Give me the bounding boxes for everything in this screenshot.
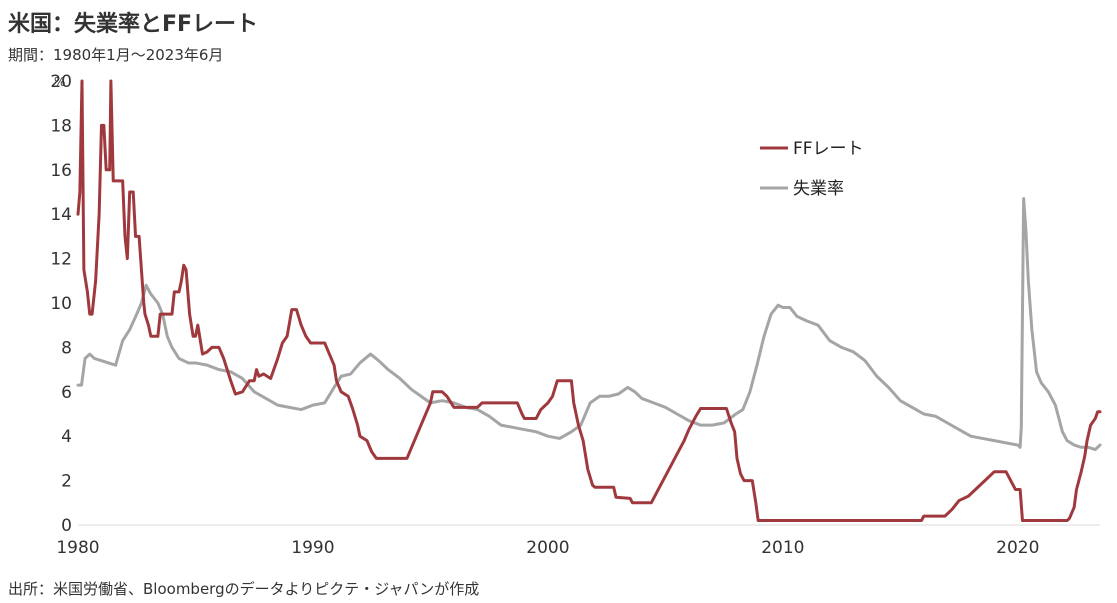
ff-rate-line: [76, 79, 1102, 523]
y-tick-label: 16: [50, 161, 72, 181]
x-axis: 1980 1990 2000 2010 2020: [56, 524, 1100, 558]
x-tick-label: 1980: [56, 538, 99, 558]
x-tick-label: 1990: [291, 538, 334, 558]
y-tick-label: 18: [50, 116, 72, 136]
y-tick-label: 14: [50, 205, 72, 225]
series-lines: [76, 79, 1102, 523]
legend-unemployment-label: 失業率: [793, 179, 844, 199]
y-tick-label: 10: [50, 294, 72, 314]
x-tick-label: 2020: [996, 538, 1039, 558]
chart-subtitle: 期間：1980年1月～2023年6月: [8, 46, 224, 64]
y-axis: 0 2 4 6 8 10 12 14 16 18 20%: [50, 72, 72, 536]
y-tick-label: 12: [50, 250, 72, 270]
source-note: 出所：米国労働省、Bloombergのデータよりピクテ・ジャパンが作成: [8, 580, 480, 598]
unemployment-line: [76, 197, 1102, 452]
y-tick-label: 0: [61, 516, 72, 536]
y-tick-label: 2: [61, 472, 72, 492]
x-tick-label: 2000: [526, 538, 569, 558]
y-unit-label: %: [54, 75, 65, 89]
y-tick-label: 20: [50, 72, 72, 92]
y-tick-label: 4: [61, 427, 72, 447]
y-tick-label: 6: [61, 383, 72, 403]
chart-title: 米国：失業率とFFレート: [8, 12, 259, 37]
x-tick-label: 2010: [761, 538, 804, 558]
legend-ff-rate-label: FFレート: [793, 139, 864, 159]
y-tick-label: 8: [61, 338, 72, 358]
